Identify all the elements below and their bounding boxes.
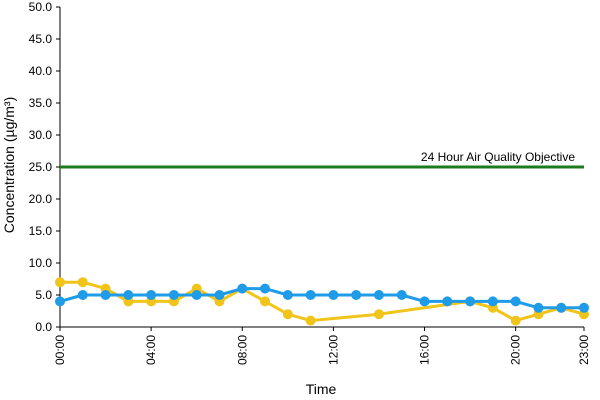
x-tick-label: 08:00 (235, 335, 249, 365)
series-point (351, 290, 362, 300)
series-point (328, 290, 339, 300)
series-point (55, 277, 65, 288)
x-tick-label: 16:00 (418, 335, 432, 365)
series-point (373, 290, 384, 300)
series-point (373, 309, 384, 320)
series-point (579, 302, 589, 313)
y-tick-label: 40.0 (29, 64, 53, 78)
x-axis-title: Time (306, 381, 337, 397)
series-point (77, 290, 88, 300)
y-tick-label: 15.0 (29, 224, 53, 238)
series-2 (55, 283, 589, 313)
y-tick-label: 5.0 (35, 288, 52, 302)
y-tick-label: 10.0 (29, 256, 53, 270)
series-point (510, 315, 521, 326)
series-point (305, 290, 316, 300)
series-point (396, 290, 407, 300)
y-tick-label: 30.0 (29, 128, 53, 142)
y-tick-label: 45.0 (29, 32, 53, 46)
x-tick-label: 04:00 (144, 335, 158, 365)
reference-line-group: 24 Hour Air Quality Objective (60, 150, 584, 169)
series-point (55, 296, 65, 307)
series-point (260, 296, 271, 307)
y-tick-label: 50.0 (29, 0, 53, 14)
y-tick-label: 20.0 (29, 192, 53, 206)
series-group (55, 277, 589, 326)
series-point (260, 283, 271, 294)
series-point (77, 277, 88, 288)
x-tick-label: 23:00 (577, 335, 591, 365)
series-point (282, 309, 293, 320)
x-tick-label: 20:00 (509, 335, 523, 365)
y-axis: 0.0 5.0 10.0 15.0 20.0 25.0 30.0 35.0 40.0 45.0 50… (29, 0, 61, 334)
series-point (556, 302, 567, 313)
series-point (168, 290, 179, 300)
series-point (533, 302, 544, 313)
series-point (282, 290, 293, 300)
x-tick-label: 00:00 (53, 335, 67, 365)
series-point (123, 290, 134, 300)
series-point (191, 290, 202, 300)
x-axis: 00:00 04:00 08:00 12:00 16:00 20:00 23:00 (53, 326, 591, 365)
series-point (305, 315, 316, 326)
series-point (237, 283, 248, 294)
y-tick-label: 0.0 (35, 320, 52, 334)
series-point (419, 296, 430, 307)
series-point (487, 296, 498, 307)
series-point (214, 290, 225, 300)
series-point (510, 296, 521, 307)
series-point (442, 296, 453, 307)
series-point (100, 290, 111, 300)
reference-line-label: 24 Hour Air Quality Objective (421, 150, 575, 164)
y-tick-label: 25.0 (29, 160, 53, 174)
x-tick-label: 12:00 (326, 335, 340, 365)
y-tick-label: 35.0 (29, 96, 53, 110)
y-axis-title: Concentration (µg/m³) (1, 97, 17, 233)
series-point (465, 296, 476, 307)
series-point (146, 290, 157, 300)
